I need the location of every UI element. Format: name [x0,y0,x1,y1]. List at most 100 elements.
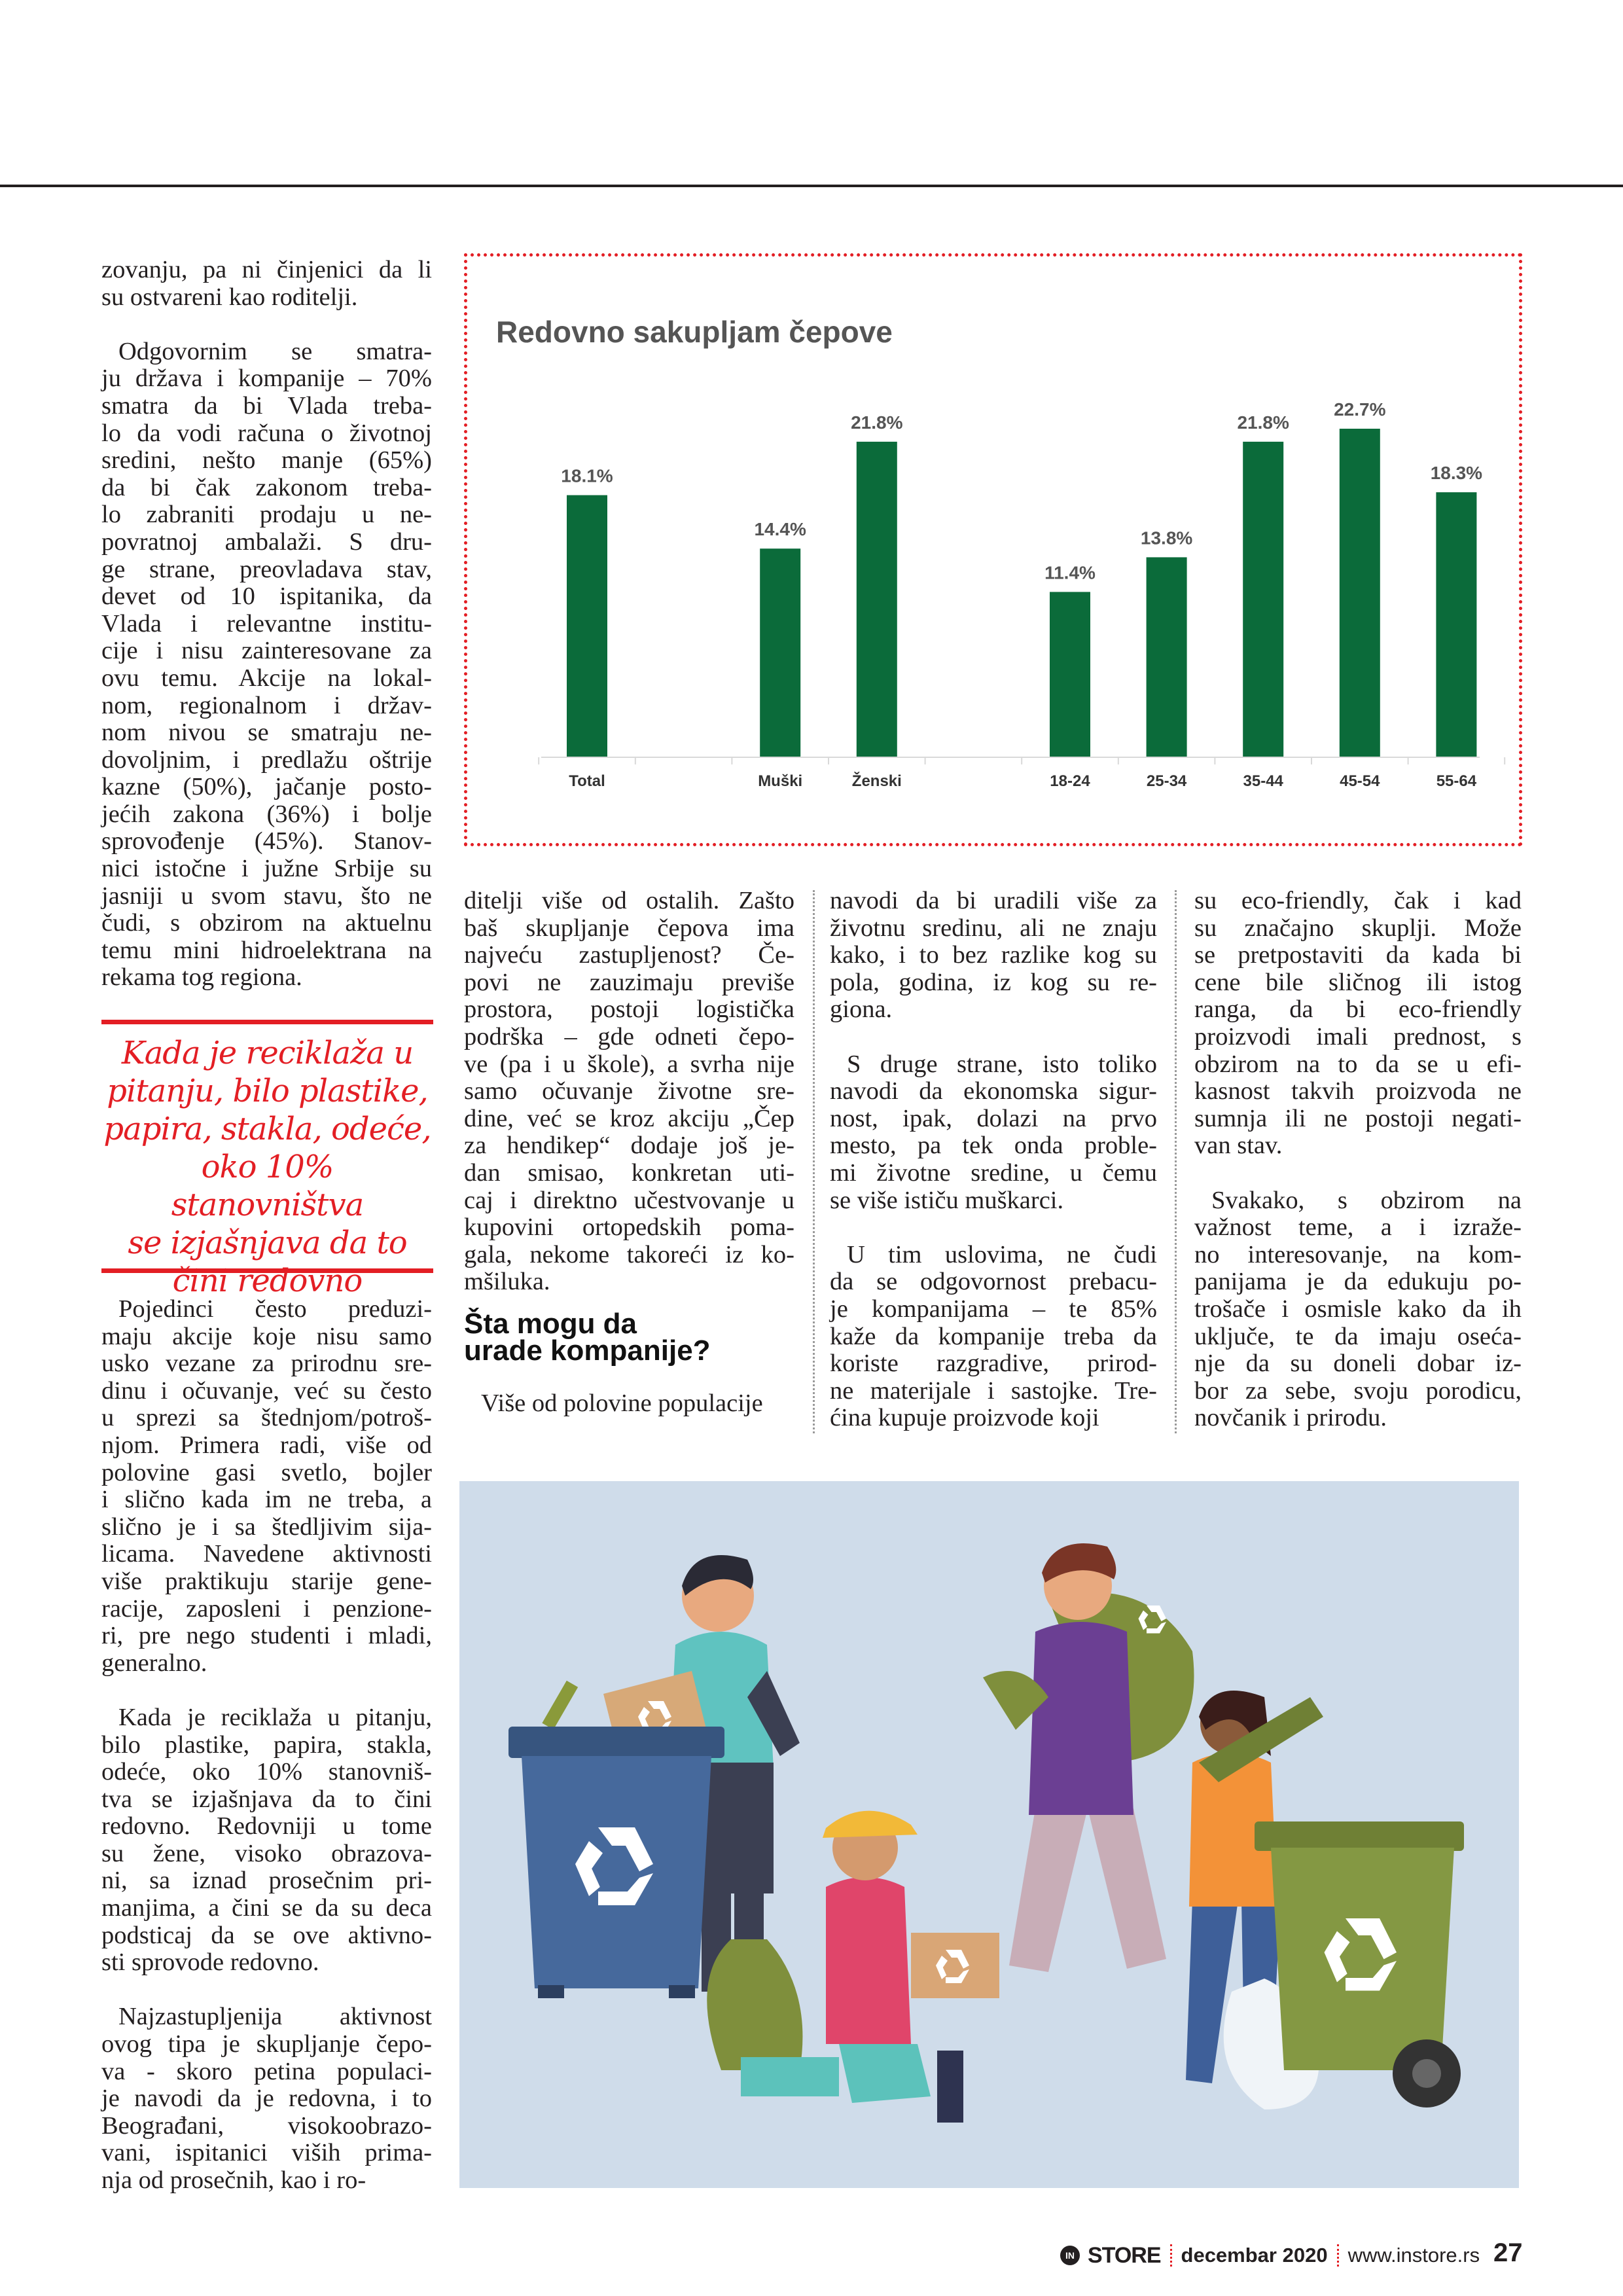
bar-45-54 [1339,429,1380,757]
left-column-bottom: Pojedinci često preduzi-maju akcije koje… [101,1295,432,2195]
bar-muški [760,548,801,757]
text-line: licama. Navedene aktivnosti [101,1540,432,1568]
text-line: sti sprovode redovno. [101,1948,319,1977]
paragraph: Pojedinci često preduzi-maju akcije koje… [101,1295,432,1677]
text-line: navodi da bi uradili više za [830,887,1157,914]
bar-18-24 [1050,592,1090,757]
column-2-top: ditelji više od ostalih. Zašto baš skuplj… [464,887,794,1296]
pull-quote-line: pitanju, bilo plastike, [107,1073,429,1109]
subheading-line: Šta mogu da [464,1307,637,1340]
recycle-icon [1324,1918,1397,1991]
recycling-illustration [459,1481,1519,2188]
text-line: ni, sa iznad prosečnim pri- [101,1867,432,1895]
text-line: ovu temu. Akcije na lokal- [101,664,432,692]
text-line: Vlada i relevantne institu- [101,609,432,637]
text-line: čudi, s obzirom na aktuelnu [101,909,432,937]
text-line: je navodi da je redovna, i to [101,2085,432,2113]
person-purple-shirt [983,1543,1194,1972]
text-line: nje da su doneli dobar iz- [1194,1350,1522,1378]
text-line: dine, već se kroz akciju „Čep [464,1104,794,1132]
paragraph: zovanju, pa ni činjenici da li su ostvare… [101,256,432,311]
pull-quote-line: čini redovno [172,1263,363,1299]
text-line: je kompanijama – te 85% [830,1295,1157,1323]
text-line: sumnja ili ne postoji negati- [1194,1104,1522,1132]
text-line: va - skoro petina populaci- [101,2057,432,2085]
pull-quote-line: se izjašnjava da to [128,1225,407,1261]
x-tick-label: 18-24 [1050,772,1090,790]
recycle-icon [575,1827,653,1905]
text-line: Odgovornim se smatra- [118,337,432,365]
text-line: ranga, da bi eco-friendly [1194,996,1522,1024]
text-line: Više od polovine populacije [481,1389,763,1417]
text-line: više praktikuju starije gene- [101,1567,432,1595]
column-divider [813,890,815,1433]
page-number: 27 [1493,2238,1523,2267]
website-link[interactable]: www.instore.rs [1347,2243,1480,2267]
text-line: ve (pa i u škole), a svrha nije [464,1050,794,1078]
text-line: kasnost takvih proizvoda ne [1194,1077,1522,1105]
pull-quote-line: oko 10% stanovništva [171,1149,364,1223]
text-line: povratnoj ambalaži. S dru- [101,528,432,556]
text-line: vani, ispitanici viših prima- [101,2139,432,2167]
left-column-top: zovanju, pa ni činjenici da li su ostvare… [101,256,432,992]
data-label: 21.8% [1237,412,1289,433]
x-tick-label: Ženski [852,772,902,790]
text-line: obzirom na to da se u efi- [1194,1050,1522,1078]
paragraph: Svakako, s obzirom na važnost teme, a i i… [1194,1187,1522,1432]
data-label: 11.4% [1044,562,1096,583]
text-line: dan smisao, konkretan uti- [464,1158,794,1187]
text-line: Pojedinci često preduzi- [118,1295,432,1323]
text-line: podsticaj da se ove aktivno- [101,1921,432,1949]
x-tick-label: 45-54 [1340,772,1380,790]
text-line: bilo plastike, papira, stakla, [101,1731,432,1759]
text-line: devet od 10 ispitanika, da [101,583,432,611]
text-line: bor za sebe, svoju porodicu, [1194,1376,1522,1405]
text-line: se više ističu muškarci. [830,1186,1064,1214]
paragraph: Odgovornim se smatra-ju država i kompani… [101,338,432,992]
paragraph: Kada je reciklaža u pitanju, bilo plastik… [101,1704,432,1977]
text-line: ne materijale i sastojke. Tre- [830,1376,1157,1405]
x-tick-label: Total [569,772,605,790]
text-line: njom. Primera radi, više od [101,1431,432,1459]
person-kneeling [707,1810,999,2123]
text-line: Beograđani, visokoobrazo- [101,2111,432,2140]
x-tick-label: 35-44 [1243,772,1284,790]
text-line: navodi da ekonomska sigur- [830,1077,1157,1105]
text-line: generalno. [101,1649,207,1677]
text-line: ju država i kompanije – 70% [101,365,432,393]
x-tick-label: 25-34 [1147,772,1187,790]
garbage-bag [707,1939,803,2070]
text-line: lo da vodi računa o životnoj [101,419,432,447]
x-tick-label: 55-64 [1436,772,1477,790]
text-line: kaže da kompanije treba da [830,1322,1157,1350]
text-line: podrška – gde odneti čepo- [464,1022,794,1050]
text-line: se pretpostaviti da kada bi [1194,941,1522,969]
text-line: tva se izjašnjava da to čini [101,1785,432,1813]
bar-25-34 [1146,557,1187,757]
chart-title: Redovno sakupljam čepove [496,315,893,349]
text-line: uključe, te da imaju oseća- [1194,1322,1522,1350]
text-line: Najzastupljenija aktivnost [118,2003,432,2031]
text-line: S druge strane, isto toliko [847,1050,1157,1078]
text-line: mesto, pa tek onda proble- [830,1132,1157,1160]
text-line: jećih zakona (36%) i bolje [101,800,432,828]
pull-quote: Kada je reciklaža u pitanju, bilo plastik… [101,1020,433,1299]
column-4: su eco-friendly, čak i kad su značajno sk… [1194,887,1522,1432]
text-line: dinu i očuvanje, već su često [101,1376,432,1405]
text-line: kupovini ortopedskih poma- [464,1213,794,1242]
text-line: smatra da bi Vlada treba- [101,391,432,420]
instore-logo-text: STORE [1088,2242,1162,2268]
text-line: nja od prosečnih, kao i ro- [101,2166,366,2194]
subheading: Šta mogu da urade kompanije? [464,1307,794,1365]
text-line: koriste razgradive, prirod- [830,1350,1157,1378]
column-2-bottom: Više od polovine populacije [464,1390,794,1418]
text-line: kako, i to bez razlike kog su [830,941,1157,969]
text-line: ditelji više od ostalih. Zašto [464,887,794,914]
text-line: dovoljnim, i predlažu oštrije [101,745,432,774]
text-line: temu mini hidroelektrana na [101,936,432,964]
bar-total [567,495,607,757]
text-line: maju akcije koje nisu samo [101,1322,432,1350]
text-line: no interesovanje, na kom- [1194,1240,1522,1268]
paragraph: U tim uslovima, ne čudi da se odgovornost… [830,1241,1157,1432]
data-label: 14.4% [754,519,806,539]
